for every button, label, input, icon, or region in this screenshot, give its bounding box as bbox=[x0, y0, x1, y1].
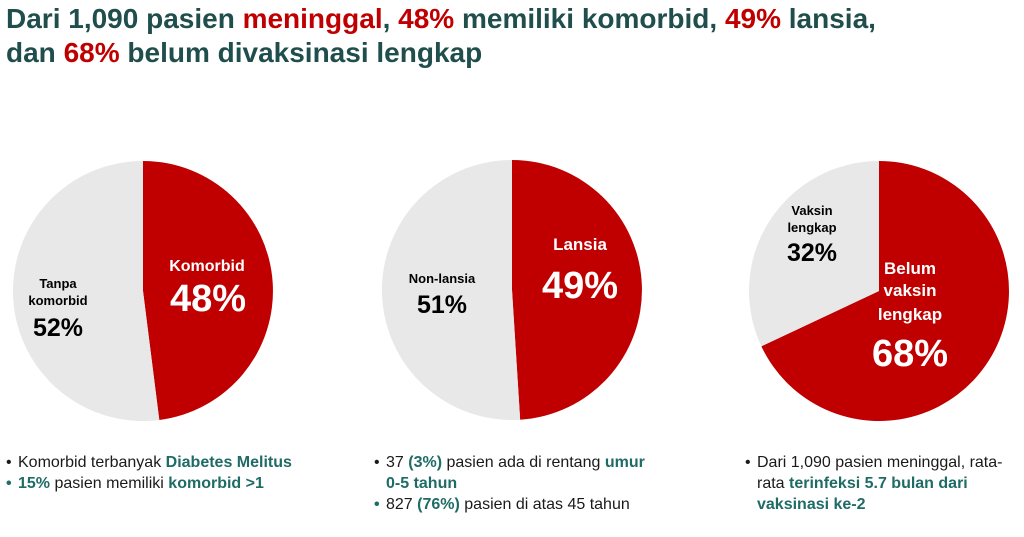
slice-value-vaksin-lengkap: 32% bbox=[787, 239, 837, 267]
title-line-1: Dari 1,090 pasien meninggal, 48% memilik… bbox=[6, 2, 1021, 36]
slice-label-tanpa-komorbid: komorbid bbox=[28, 293, 87, 308]
slice-label-lansia: Lansia bbox=[553, 235, 607, 254]
slice-label-belum-vaksin: Belum bbox=[884, 259, 936, 278]
title-highlight: 68% bbox=[63, 37, 120, 68]
title-highlight: 48% bbox=[398, 3, 455, 34]
notes-lansia: • 37 (3%) pasien ada di rentang umur 0-5… bbox=[374, 452, 654, 515]
pie-slice-komorbid bbox=[143, 161, 273, 420]
slice-value-tanpa-komorbid: 52% bbox=[33, 314, 83, 342]
pie-slice-lansia bbox=[512, 160, 642, 420]
note-highlight: (3%) bbox=[408, 454, 443, 471]
slice-value-belum-vaksin: 68% bbox=[872, 333, 948, 375]
pie-slice-tanpa-komorbid bbox=[12, 161, 160, 421]
note-bullet: • Komorbid terbanyak Diabetes Melitus bbox=[6, 452, 306, 473]
slice-label-non-lansia: Non-lansia bbox=[409, 271, 476, 286]
pie-slice-belum-vaksin-lengkap bbox=[761, 161, 1009, 421]
bullet-icon: • bbox=[374, 454, 380, 471]
slice-label-belum-vaksin: vaksin bbox=[884, 281, 937, 300]
note-text: Komorbid terbanyak Diabetes Melitus bbox=[18, 452, 292, 473]
slice-label-vaksin-lengkap: Vaksin bbox=[791, 203, 832, 218]
slice-label-belum-vaksin: lengkap bbox=[878, 305, 942, 324]
pie-chart-lansia: Lansia 49% Non-lansia 51% bbox=[381, 159, 642, 420]
note-bullet: • 37 (3%) pasien ada di rentang umur 0-5… bbox=[374, 452, 654, 494]
title-text: , bbox=[382, 3, 399, 34]
note-segment: pasien ada di rentang bbox=[442, 454, 605, 471]
slice-label-tanpa-komorbid: Tanpa bbox=[39, 276, 77, 291]
title-line-2: dan 68% belum divaksinasi lengkap bbox=[6, 36, 1021, 70]
notes-vaksinasi: • Dari 1,090 pasien meninggal, rata-rata… bbox=[745, 452, 1020, 515]
title-highlight: meninggal bbox=[242, 3, 383, 34]
slice-label-komorbid: Komorbid bbox=[169, 258, 245, 275]
bullet-icon: • bbox=[6, 475, 12, 492]
note-bullet: • 827 (76%) pasien di atas 45 tahun bbox=[374, 494, 654, 515]
note-highlight: umur 0-5 tahun bbox=[386, 454, 645, 492]
bullet-icon: • bbox=[374, 496, 380, 513]
pie-slice-vaksin-lengkap bbox=[748, 161, 879, 347]
note-segment: 37 bbox=[386, 454, 409, 471]
pie-slice-non-lansia bbox=[381, 159, 521, 420]
note-segment: Dari 1,090 pasien meninggal, rata-rata bbox=[757, 454, 1003, 492]
note-bullet: • Dari 1,090 pasien meninggal, rata-rata… bbox=[745, 452, 1020, 515]
note-highlight: komorbid >1 bbox=[168, 475, 264, 492]
pie-chart-komorbid: Komorbid 48% Tanpa komorbid 52% bbox=[12, 161, 273, 421]
note-highlight: 15% bbox=[18, 475, 51, 492]
title-text: Dari 1,090 pasien bbox=[6, 3, 243, 34]
note-text: 827 (76%) pasien di atas 45 tahun bbox=[386, 494, 630, 515]
note-bullet: • 15% pasien memiliki komorbid >1 bbox=[6, 473, 306, 494]
notes-komorbid: • Komorbid terbanyak Diabetes Melitus • … bbox=[6, 452, 306, 494]
note-highlight: terinfeksi 5.7 bulan dari vaksinasi ke-2 bbox=[757, 475, 968, 513]
note-segment: pasien memiliki bbox=[50, 475, 169, 492]
title-highlight: 49% bbox=[724, 3, 781, 34]
bullet-icon: • bbox=[6, 454, 12, 471]
slice-label-vaksin-lengkap: lengkap bbox=[787, 220, 836, 235]
note-segment: pasien di atas 45 tahun bbox=[459, 496, 630, 513]
slice-value-non-lansia: 51% bbox=[417, 291, 467, 319]
note-text: Dari 1,090 pasien meninggal, rata-rata t… bbox=[757, 452, 1020, 515]
pie-chart-vaksinasi: Belum vaksin lengkap 68% Vaksin lengkap … bbox=[748, 161, 1009, 421]
note-text: 15% pasien memiliki komorbid >1 bbox=[18, 473, 264, 494]
note-highlight: Diabetes Melitus bbox=[165, 454, 292, 471]
bullet-icon: • bbox=[745, 454, 751, 471]
note-segment: Komorbid terbanyak bbox=[18, 454, 166, 471]
title-text: dan bbox=[6, 37, 64, 68]
title-text: belum divaksinasi lengkap bbox=[119, 37, 483, 68]
note-text: 37 (3%) pasien ada di rentang umur 0-5 t… bbox=[386, 452, 654, 494]
page-title: Dari 1,090 pasien meninggal, 48% memilik… bbox=[6, 2, 1021, 70]
slice-value-komorbid: 48% bbox=[170, 278, 246, 320]
note-highlight: (76%) bbox=[417, 496, 460, 513]
title-text: memiliki komorbid, bbox=[454, 3, 725, 34]
title-text: lansia, bbox=[780, 3, 876, 34]
note-segment: 827 bbox=[386, 496, 418, 513]
slice-value-lansia: 49% bbox=[542, 265, 618, 307]
